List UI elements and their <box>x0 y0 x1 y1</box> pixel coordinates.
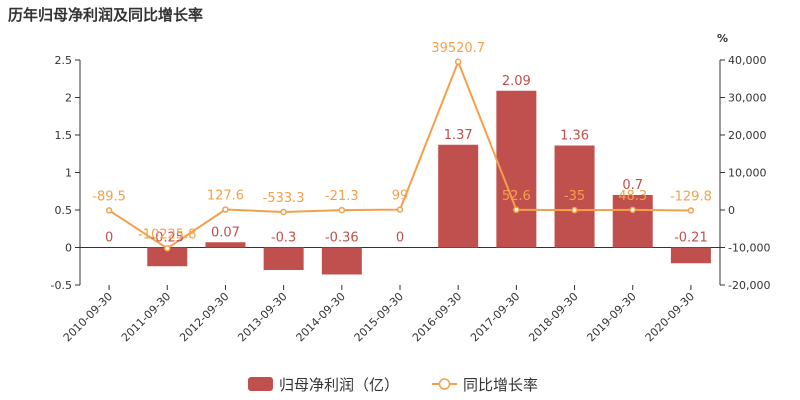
bar-value-label: -0.3 <box>271 231 296 246</box>
growth-value-label: -533.3 <box>263 191 305 206</box>
y-left-tick-label: 0.5 <box>55 204 73 217</box>
growth-point <box>222 206 229 213</box>
x-tick-label: 2020-09-30 <box>643 290 697 344</box>
growth-point <box>280 208 287 216</box>
y-right-tick-label: 40,000 <box>728 54 767 67</box>
bar <box>670 247 711 264</box>
growth-point <box>454 58 462 66</box>
y-right-tick-label: -10,000 <box>728 242 770 255</box>
legend-bar-label: 归母净利润（亿） <box>279 376 399 394</box>
bar-value-label: 0.07 <box>211 225 240 240</box>
bar <box>321 247 362 275</box>
bar <box>554 145 595 248</box>
growth-line <box>108 59 691 250</box>
growth-value-label: -10225.8 <box>138 227 196 242</box>
axes: -0.5 0 0.5 1 1.5 2 2.5 -20,000 -10,000 0 10,000 20,… <box>51 32 771 344</box>
y-right-tick-label: 0 <box>728 204 735 217</box>
bar <box>263 247 304 270</box>
growth-point <box>164 245 171 252</box>
growth-value-label: -129.8 <box>670 189 712 204</box>
y-left-tick-label: 2.5 <box>55 54 73 67</box>
bar-value-label: -0.36 <box>325 231 359 246</box>
data-labels: 0 -0.25 0.07 -0.3 -0.36 0 1.37 2.09 1.36 0.7 -0.21… <box>92 41 712 246</box>
line-series <box>105 58 695 252</box>
y-right-tick-label: 10,000 <box>728 167 767 180</box>
growth-value-label: -89.5 <box>92 189 126 204</box>
x-tick-label: 2019-09-30 <box>584 290 638 344</box>
bar <box>205 242 246 248</box>
bar-value-label: 0 <box>105 231 113 246</box>
growth-point <box>571 206 578 214</box>
chart-title: 历年归母净利润及同比增长率 <box>8 6 204 24</box>
growth-value-label: -35 <box>564 189 585 204</box>
legend[interactable]: 归母净利润（亿） 同比增长率 <box>248 376 538 394</box>
x-tick-label: 2011-09-30 <box>119 290 173 344</box>
growth-point <box>513 206 520 214</box>
x-tick-label: 2012-09-30 <box>177 290 231 344</box>
legend-bar-swatch <box>248 377 273 391</box>
y-right-tick-label: 20,000 <box>728 129 767 142</box>
growth-value-label: 48.3 <box>618 189 647 204</box>
bar-value-label: 0 <box>396 231 404 246</box>
growth-value-label: 52.6 <box>502 189 531 204</box>
x-tick-label: 2014-09-30 <box>294 290 348 344</box>
growth-point <box>629 206 636 214</box>
growth-value-label: 127.6 <box>207 189 244 204</box>
x-tick-label: 2015-09-30 <box>352 290 406 344</box>
legend-line-label: 同比增长率 <box>463 376 538 394</box>
bar-value-label: -0.25 <box>150 231 184 246</box>
bar-value-label: -0.21 <box>674 231 708 246</box>
growth-value-label: 99 <box>392 189 409 204</box>
legend-line-marker <box>438 378 451 390</box>
y-left-tick-label: -0.5 <box>51 279 72 292</box>
bar-value-label: 1.36 <box>560 129 589 144</box>
growth-value-label: -21.3 <box>325 189 359 204</box>
bar <box>147 247 188 267</box>
y-left-tick-label: 1 <box>65 167 72 180</box>
growth-point <box>687 207 695 214</box>
x-tick-label: 2016-09-30 <box>410 290 464 344</box>
bar-value-label: 1.37 <box>444 128 473 143</box>
y-right-tick-label: -20,000 <box>728 279 770 292</box>
bar-value-label: 0.7 <box>622 178 643 193</box>
y-right-tick-label: 30,000 <box>728 92 767 105</box>
bar-value-label: 2.09 <box>502 74 531 89</box>
x-tick-label: 2018-09-30 <box>526 290 580 344</box>
bar <box>438 144 479 248</box>
bar <box>496 90 537 248</box>
x-tick-label: 2010-09-30 <box>61 290 115 344</box>
growth-point <box>396 206 404 213</box>
bar <box>612 195 653 248</box>
y-right-unit: % <box>717 32 728 45</box>
growth-point <box>338 206 346 214</box>
y-left-tick-label: 1.5 <box>55 129 73 142</box>
y-left-tick-label: 2 <box>65 92 72 105</box>
x-tick-label: 2017-09-30 <box>468 290 522 344</box>
growth-point <box>105 207 113 214</box>
growth-value-label: 39520.7 <box>431 41 485 56</box>
x-tick-label: 2013-09-30 <box>235 290 289 344</box>
y-left-tick-label: 0 <box>65 242 72 255</box>
bar-series <box>147 90 711 275</box>
